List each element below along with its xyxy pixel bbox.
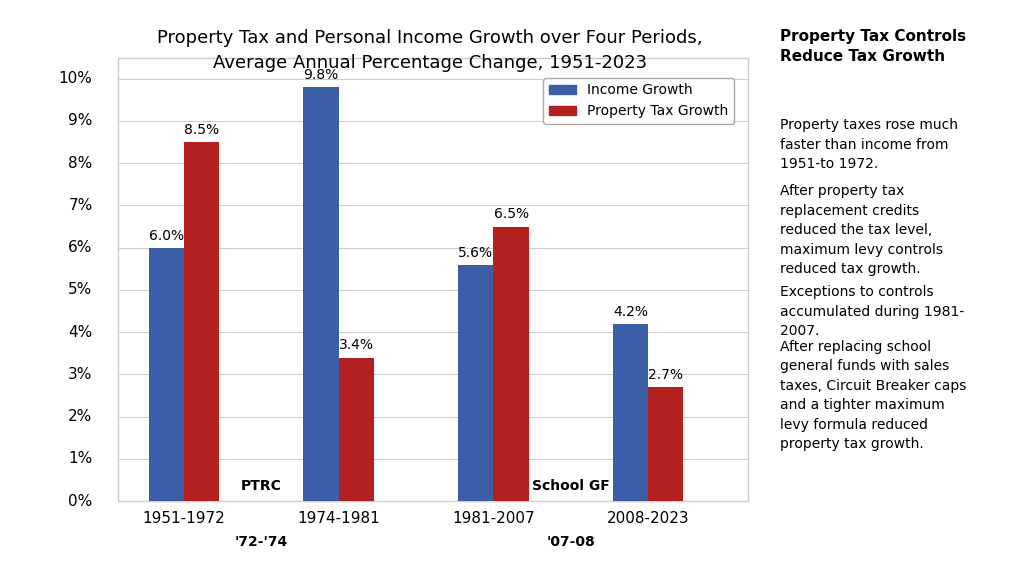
Text: 3.4%: 3.4% bbox=[339, 339, 374, 353]
Bar bbox=[184, 142, 219, 501]
Text: Property Tax Controls
Reduce Tax Growth: Property Tax Controls Reduce Tax Growth bbox=[780, 29, 967, 63]
Text: 5.6%: 5.6% bbox=[458, 245, 494, 260]
Text: Property Tax and Personal Income Growth over Four Periods,
Average Annual Percen: Property Tax and Personal Income Growth … bbox=[158, 29, 702, 72]
Text: 8.5%: 8.5% bbox=[184, 123, 219, 137]
Text: 4%: 4% bbox=[69, 325, 92, 340]
Text: 7%: 7% bbox=[69, 198, 92, 213]
Bar bbox=[458, 264, 494, 501]
Text: Property taxes rose much
faster than income from
1951-to 1972.: Property taxes rose much faster than inc… bbox=[780, 118, 958, 171]
Text: 9.8%: 9.8% bbox=[303, 68, 339, 82]
Text: 9%: 9% bbox=[69, 113, 92, 128]
Text: After property tax
replacement credits
reduced the tax level,
maximum levy contr: After property tax replacement credits r… bbox=[780, 184, 943, 276]
Bar bbox=[303, 87, 339, 501]
Bar bbox=[339, 358, 374, 501]
Text: 6%: 6% bbox=[69, 240, 92, 255]
Text: School GF: School GF bbox=[531, 479, 609, 492]
Bar bbox=[648, 387, 683, 501]
Bar bbox=[612, 324, 648, 501]
Text: 3%: 3% bbox=[69, 367, 92, 382]
Text: 8%: 8% bbox=[69, 156, 92, 170]
Text: 5%: 5% bbox=[69, 282, 92, 297]
Text: 6.0%: 6.0% bbox=[148, 229, 184, 242]
Text: 2.7%: 2.7% bbox=[648, 368, 683, 382]
Text: 10%: 10% bbox=[58, 71, 92, 86]
Bar bbox=[148, 248, 184, 501]
Text: '72-'74: '72-'74 bbox=[234, 535, 288, 549]
Text: 6.5%: 6.5% bbox=[494, 207, 528, 222]
Text: PTRC: PTRC bbox=[241, 479, 282, 492]
Bar bbox=[494, 226, 528, 501]
Text: After replacing school
general funds with sales
taxes, Circuit Breaker caps
and : After replacing school general funds wit… bbox=[780, 340, 967, 452]
Text: 4.2%: 4.2% bbox=[613, 305, 648, 319]
Text: 2%: 2% bbox=[69, 409, 92, 424]
Text: 1%: 1% bbox=[69, 452, 92, 467]
Text: '07-08: '07-08 bbox=[547, 535, 595, 549]
Text: Exceptions to controls
accumulated during 1981-
2007.: Exceptions to controls accumulated durin… bbox=[780, 285, 965, 338]
Legend: Income Growth, Property Tax Growth: Income Growth, Property Tax Growth bbox=[543, 78, 734, 124]
Text: 0%: 0% bbox=[69, 494, 92, 509]
